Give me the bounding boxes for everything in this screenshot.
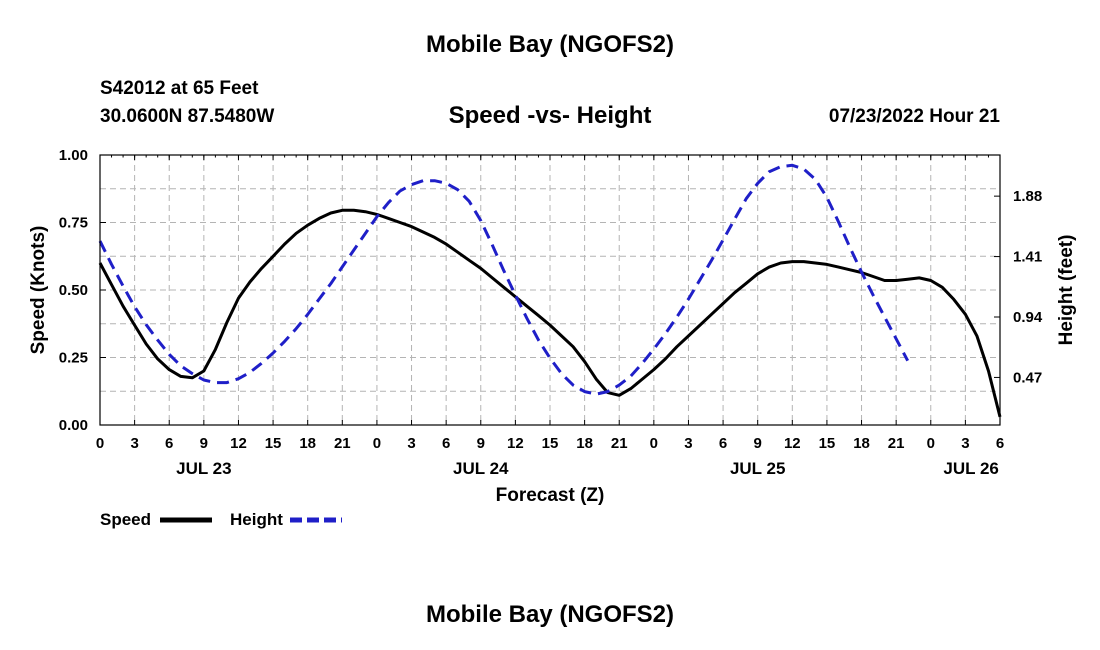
x-tick-label: 21: [611, 435, 628, 452]
y2-tick-label: 1.41: [1013, 249, 1042, 266]
x-tick-label: 12: [230, 435, 247, 452]
x-tick-label: 3: [684, 435, 692, 452]
legend-label-speed: Speed: [100, 510, 151, 529]
legend-label-height: Height: [230, 510, 283, 529]
y2-axis-title: Height (feet): [1056, 235, 1077, 346]
chart-title-bottom: Mobile Bay (NGOFS2): [425, 601, 675, 628]
x-tick-label: 3: [130, 435, 138, 452]
x-tick-label: 6: [996, 435, 1004, 452]
y-tick-label: 0.25: [59, 350, 88, 367]
x-tick-label: 3: [961, 435, 969, 452]
grid-lines: [100, 155, 1000, 425]
x-tick-label: 0: [927, 435, 935, 452]
y2-tick-label: 0.94: [1013, 309, 1043, 326]
x-tick-label: 18: [853, 435, 870, 452]
y2-tick-label: 1.88: [1013, 188, 1042, 205]
x-tick-label: 21: [334, 435, 351, 452]
x-axis-labels: 0 3 6 9 12 15 18 21 0 3 6 9 12 15 18 21 0 3 6 9 12 15 18 21 0 3 6: [96, 435, 1004, 452]
x-tick-label: 15: [819, 435, 836, 452]
x-tick-label: 12: [784, 435, 801, 452]
x-axis-title: Forecast (Z): [496, 485, 605, 506]
series-line-height: [98, 163, 910, 396]
x-tick-label: 0: [650, 435, 658, 452]
x-tick-label: 0: [96, 435, 104, 452]
x-tick-label: 6: [442, 435, 450, 452]
y-tick-label: 0.75: [59, 215, 88, 232]
day-label: JUL 26: [943, 459, 998, 478]
series-line-speed: [98, 208, 1002, 418]
x-tick-label: 9: [754, 435, 762, 452]
legend: Speed Height: [100, 510, 342, 529]
y-axis-labels: 0.00 0.25 0.50 0.75 1.00: [59, 147, 88, 434]
day-label: JUL 25: [730, 459, 785, 478]
y-axis-title: Speed (Knots): [28, 226, 49, 355]
run-time-label: 07/23/2022 Hour 21: [828, 106, 1000, 127]
day-label: JUL 23: [176, 459, 231, 478]
x-tick-label: 3: [407, 435, 415, 452]
y-tick-label: 0.00: [59, 417, 88, 434]
x-tick-label: 12: [507, 435, 524, 452]
series-layer: [98, 163, 1002, 418]
x-tick-label: 18: [576, 435, 593, 452]
x-tick-label: 21: [888, 435, 905, 452]
x-tick-label: 6: [719, 435, 727, 452]
y2-axis-labels: 0.47 0.94 1.41 1.88: [1013, 188, 1043, 386]
station-coords: 30.0600N 87.5480W: [100, 106, 275, 127]
x-tick-label: 18: [299, 435, 316, 452]
y-tick-label: 0.50: [59, 282, 88, 299]
tick-marks: [99, 154, 1001, 426]
y2-tick-label: 0.47: [1013, 369, 1042, 386]
chart-title-top: Mobile Bay (NGOFS2): [425, 31, 675, 58]
x-tick-label: 6: [165, 435, 173, 452]
day-label: JUL 24: [453, 459, 509, 478]
station-label: S42012 at 65 Feet: [100, 78, 259, 99]
plot-title: Speed -vs- Height: [448, 102, 652, 129]
x-tick-label: 0: [373, 435, 381, 452]
x-tick-label: 9: [200, 435, 208, 452]
y-tick-label: 1.00: [59, 147, 88, 164]
x-tick-label: 15: [265, 435, 282, 452]
x-tick-label: 15: [542, 435, 559, 452]
x-tick-label: 9: [477, 435, 485, 452]
day-labels: JUL 23 JUL 24 JUL 25 JUL 26: [176, 459, 999, 478]
